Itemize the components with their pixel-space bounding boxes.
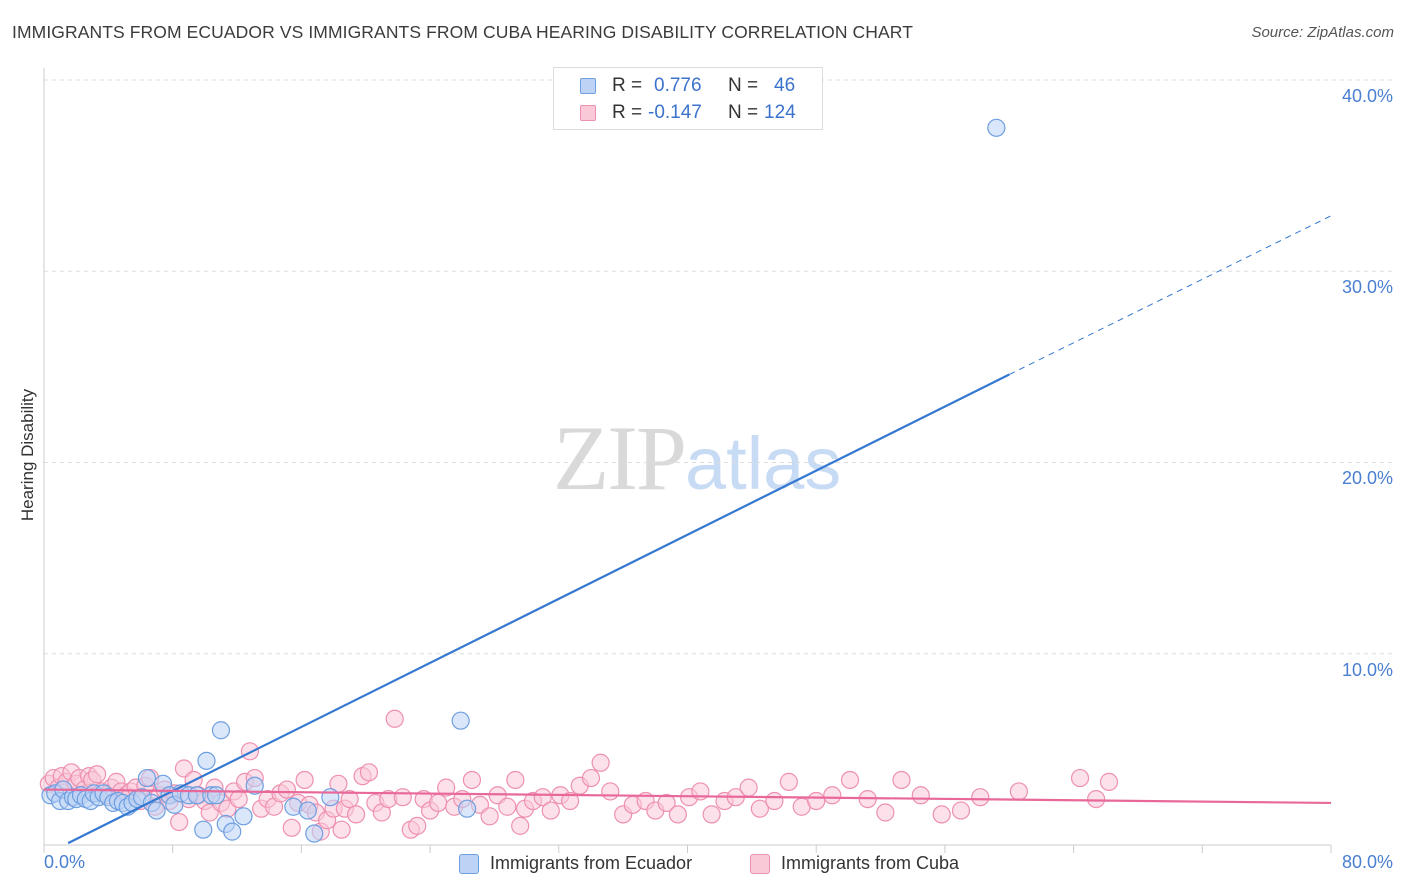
cuba-point [581, 768, 601, 788]
cuba-point [1099, 772, 1119, 791]
cuba-point [739, 778, 758, 797]
cuba-point [807, 791, 826, 811]
cuba-point [560, 791, 580, 811]
ecuador-point [197, 751, 216, 770]
ecuador-trend-line [67, 373, 1010, 845]
cuba-swatch [580, 105, 596, 121]
cuba-point [340, 789, 359, 809]
cuba-point [462, 770, 482, 790]
y-axis-label: Hearing Disability [18, 388, 37, 522]
cuba-point [170, 812, 189, 832]
ecuador-legend-swatch [459, 854, 479, 874]
ecuador-point [147, 801, 166, 820]
ecuador-point [245, 776, 264, 795]
cuba-point [359, 763, 379, 782]
legend-row-ecuador: R = 0.776 N = 46 [554, 74, 822, 100]
watermark-zip: ZIP [553, 407, 687, 509]
cuba-point [408, 816, 427, 835]
cuba-point [702, 805, 721, 824]
cuba-point [511, 816, 530, 835]
cuba-point [480, 807, 499, 826]
ecuador-trend-extension [1009, 215, 1332, 375]
cuba-point [765, 791, 784, 811]
cuba-point [892, 770, 911, 790]
cuba-point [385, 709, 404, 728]
cuba-point [601, 782, 620, 801]
correlation-legend: R = 0.776 N = 46 R = -0.147 N = 124 [553, 67, 823, 130]
cuba-point [840, 770, 860, 790]
cuba-point [437, 778, 456, 797]
r-label: R = [612, 102, 643, 123]
cuba-point [971, 788, 990, 807]
cuba-point [346, 805, 366, 824]
cuba-point [393, 788, 412, 807]
cuba-point [87, 765, 107, 784]
cuba-point [657, 793, 676, 813]
ecuador-point [234, 807, 253, 826]
watermark: ZIPatlas [553, 405, 841, 511]
ecuador-point [194, 820, 213, 839]
n-label: N = [728, 102, 759, 123]
y-tick-label: 30.0% [1341, 277, 1393, 297]
ecuador-point [321, 788, 340, 807]
cuba-point [932, 805, 951, 824]
n-value: 46 [774, 75, 796, 96]
cuba-point [506, 770, 525, 790]
ecuador-point [223, 822, 242, 841]
cuba-point [591, 753, 610, 772]
source-credit: Source: ZipAtlas.com [1251, 24, 1394, 41]
ecuador-point [211, 721, 231, 740]
cuba-point [668, 805, 687, 824]
cuba-point [1009, 782, 1029, 801]
cuba-point [541, 801, 560, 820]
ecuador-point [458, 799, 477, 818]
cuba-point [951, 801, 971, 820]
cuba-point [750, 799, 769, 818]
cuba-point [277, 780, 297, 799]
ecuador-swatch [580, 78, 596, 94]
r-label: R = [612, 75, 643, 96]
ecuador-point [207, 786, 226, 805]
n-label: N = [728, 75, 759, 96]
ecuador-point [137, 768, 157, 788]
x-tick-label: 80.0% [1341, 852, 1393, 872]
cuba-point [779, 772, 798, 791]
legend-row-cuba: R = -0.147 N = 124 [554, 101, 822, 127]
y-tick-label: 40.0% [1341, 86, 1393, 106]
cuba-point [332, 820, 351, 839]
ecuador-point [987, 118, 1006, 137]
n-value: 124 [764, 102, 796, 123]
cuba-point [240, 742, 260, 761]
ecuador-point [451, 711, 470, 730]
x-tick-label: 0.0% [44, 852, 86, 872]
y-tick-label: 20.0% [1341, 468, 1393, 488]
cuba-point [911, 786, 930, 805]
cuba-point [876, 803, 895, 822]
watermark-atlas: atlas [685, 422, 842, 505]
cuba-point [229, 789, 248, 809]
y-tick-label: 10.0% [1341, 660, 1393, 680]
cuba-point [429, 793, 448, 813]
chart-title: IMMIGRANTS FROM ECUADOR VS IMMIGRANTS FR… [12, 22, 913, 42]
cuba-point [1070, 768, 1090, 788]
cuba-point [295, 770, 314, 790]
cuba-trend-line [43, 788, 1332, 805]
cuba-point [823, 786, 842, 805]
ecuador-point [298, 801, 317, 820]
r-value: -0.147 [648, 102, 702, 123]
ecuador-point [305, 824, 324, 843]
cuba-point [533, 788, 552, 807]
legend-label: Immigrants from Ecuador [490, 853, 693, 873]
r-value: 0.776 [654, 75, 702, 96]
legend-label: Immigrants from Cuba [781, 853, 960, 873]
cuba-point [498, 797, 517, 816]
cuba-point [282, 818, 301, 837]
cuba-point [1087, 789, 1106, 809]
cuba-legend-swatch [750, 854, 770, 874]
